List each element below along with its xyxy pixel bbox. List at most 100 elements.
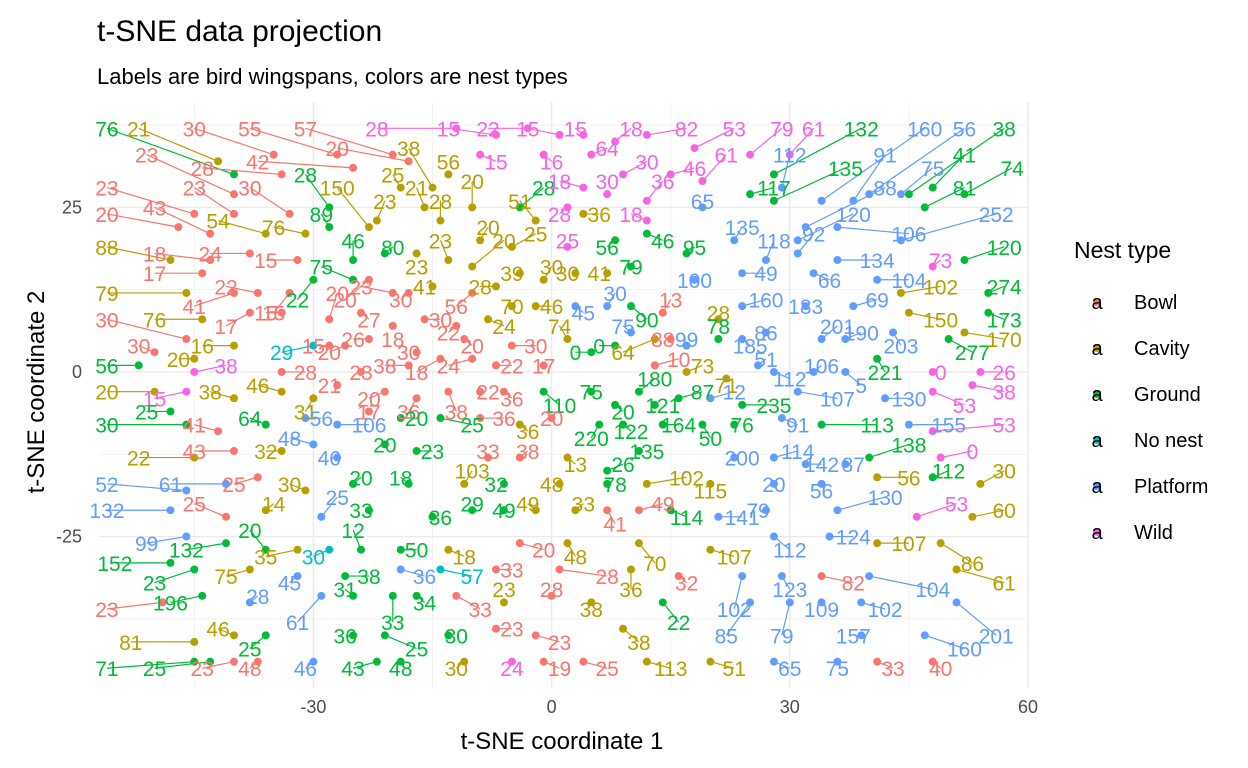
data-label: 23: [548, 632, 571, 655]
data-point: [309, 341, 318, 350]
data-point: [642, 229, 651, 238]
data-label: 22: [127, 448, 150, 471]
data-label: 49: [492, 500, 515, 523]
legend-label: Cavity: [1134, 338, 1190, 360]
data-point: [484, 453, 493, 462]
leader-line: [194, 127, 274, 156]
data-label: 48: [540, 474, 563, 497]
data-label: 79: [770, 625, 793, 648]
data-label: 74: [1000, 158, 1024, 181]
data-point: [626, 262, 635, 271]
data-label: 164: [661, 415, 696, 438]
data-label: 30: [992, 461, 1015, 484]
data-point: [261, 229, 270, 238]
legend-title: Nest type: [1074, 237, 1171, 263]
data-label: 118: [757, 230, 790, 253]
data-point: [349, 591, 358, 600]
data-point: [349, 275, 358, 284]
data-label: 45: [572, 303, 595, 326]
leader-line: [154, 206, 211, 235]
data-label: 18: [453, 546, 476, 569]
leader-line: [193, 187, 235, 215]
leader-line: [725, 602, 751, 636]
data-point: [928, 387, 937, 396]
data-label: 61: [992, 573, 1015, 596]
data-point: [444, 387, 453, 396]
data-label: 90: [635, 309, 658, 332]
leader-line: [305, 127, 393, 156]
leader-line: [956, 601, 997, 636]
data-point: [626, 565, 635, 574]
leader-line: [154, 252, 211, 261]
data-point: [436, 354, 445, 363]
data-point: [817, 479, 826, 488]
data-point: [222, 539, 231, 548]
data-label: 38: [357, 566, 380, 589]
data-label: 52: [95, 474, 118, 497]
data-label: 41: [953, 145, 976, 168]
data-point: [928, 262, 937, 271]
data-point: [515, 453, 524, 462]
data-label: 20: [318, 342, 341, 365]
data-point: [769, 532, 778, 541]
data-point: [849, 196, 858, 205]
leader-line: [337, 147, 409, 162]
legend-key-point: [1093, 436, 1101, 444]
data-point: [412, 348, 421, 357]
leader-line: [837, 226, 909, 235]
legend-label: Wild: [1134, 522, 1173, 544]
leader-line: [948, 338, 973, 353]
data-label: 120: [987, 237, 1022, 260]
data-label: 33: [881, 658, 904, 681]
data-label: 95: [683, 237, 706, 260]
data-point: [746, 598, 755, 607]
leader-line: [384, 634, 417, 650]
data-point: [206, 256, 215, 265]
data-label: 15: [484, 151, 507, 174]
data-point: [714, 315, 723, 324]
data-label: 122: [613, 421, 648, 444]
data-label: 106: [804, 355, 839, 378]
data-point: [801, 223, 810, 232]
leader-line: [924, 634, 965, 650]
data-point: [166, 407, 175, 416]
data-label: 22: [286, 290, 309, 313]
data-point: [253, 657, 262, 666]
data-label: 34: [413, 592, 437, 615]
data-point: [317, 591, 326, 600]
data-point: [984, 308, 993, 317]
data-point: [380, 387, 389, 396]
data-point: [904, 420, 913, 429]
data-label: 81: [119, 632, 142, 655]
data-point: [642, 216, 651, 225]
data-label: 48: [278, 428, 301, 451]
data-point: [325, 315, 334, 324]
data-point: [682, 367, 691, 376]
data-label: 99: [135, 533, 158, 556]
data-point: [206, 657, 215, 666]
data-label: 109: [804, 599, 839, 622]
data-point: [515, 420, 524, 429]
data-point: [476, 387, 485, 396]
leader-line: [853, 298, 878, 307]
data-point: [611, 137, 620, 146]
data-point: [245, 249, 254, 258]
data-point: [515, 203, 524, 212]
data-point: [642, 479, 651, 488]
leader-line: [297, 595, 322, 623]
leader-line: [900, 213, 997, 241]
data-point: [476, 150, 485, 159]
leader-line: [106, 213, 179, 228]
data-point: [364, 407, 373, 416]
leader-line: [265, 549, 298, 557]
leader-line: [932, 154, 965, 189]
data-point: [658, 420, 667, 429]
data-point: [333, 381, 342, 390]
leader-line: [440, 417, 473, 426]
leader-line: [400, 568, 425, 577]
data-label: 185: [733, 336, 768, 359]
data-label: 25: [135, 401, 158, 424]
data-point: [706, 545, 715, 554]
data-label: 30: [445, 625, 468, 648]
data-label: 102: [717, 599, 752, 622]
